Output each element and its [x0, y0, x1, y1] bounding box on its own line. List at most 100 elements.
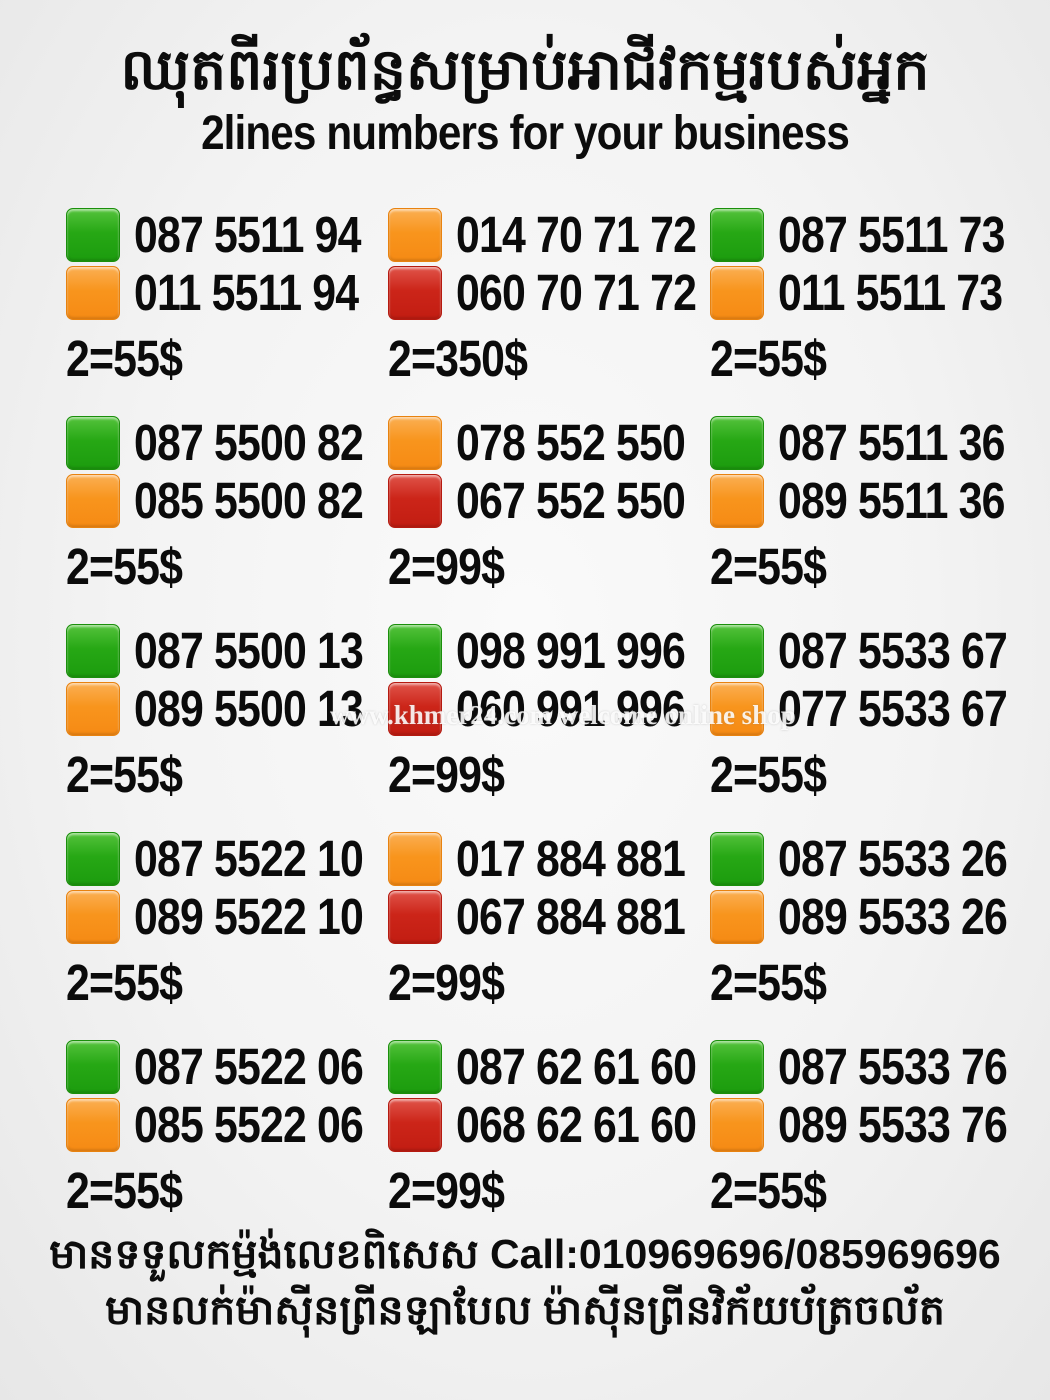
- phone-number: 085 5500 82: [134, 472, 364, 530]
- number-card: 087 5533 76 089 5533 76 2=55$: [710, 1038, 1032, 1219]
- number-card: 078 552 550 067 552 550 2=99$: [388, 414, 710, 595]
- watermark-text: www.khmer24.com welcome online shop: [330, 700, 796, 730]
- number-line: 087 5511 73: [710, 206, 1032, 264]
- phone-number: 077 5533 67: [778, 680, 1008, 738]
- phone-number: 078 552 550: [456, 414, 686, 472]
- number-line: 089 5511 36: [710, 472, 1032, 530]
- price-label: 2=55$: [710, 1161, 827, 1219]
- phone-number: 087 5511 94: [134, 206, 361, 264]
- phone-number: 089 5533 76: [778, 1096, 1008, 1154]
- number-line: 067 552 550: [388, 472, 710, 530]
- phone-number: 060 991 996: [456, 680, 686, 738]
- number-line: 087 5533 67: [710, 622, 1032, 680]
- price-label: 2=55$: [66, 1161, 183, 1219]
- phone-number: 014 70 71 72: [456, 206, 697, 264]
- phone-number: 087 5533 67: [778, 622, 1008, 680]
- phone-number: 089 5500 13: [134, 680, 364, 738]
- price-label: 2=55$: [66, 953, 183, 1011]
- footer-order-line: មានទទួលកម្ម៉ង់លេខពិសេស Call:010969696/08…: [49, 1231, 1001, 1278]
- red-sim-square-icon: [388, 265, 442, 320]
- orange-sim-square-icon: [710, 889, 764, 944]
- green-sim-square-icon: [66, 207, 120, 262]
- phone-number: 098 991 996: [456, 622, 686, 680]
- red-sim-square-icon: [388, 681, 442, 736]
- phone-number: 067 552 550: [456, 472, 686, 530]
- number-line: 087 5522 06: [66, 1039, 388, 1094]
- number-card: 087 5511 36 089 5511 36 2=55$: [710, 414, 1032, 595]
- price-label: 2=99$: [388, 953, 505, 1011]
- price-label: 2=99$: [388, 745, 505, 803]
- price-label: 2=55$: [710, 745, 827, 803]
- green-sim-square-icon: [388, 1039, 442, 1094]
- orange-sim-square-icon: [388, 207, 442, 262]
- green-sim-square-icon: [66, 623, 120, 678]
- phone-number: 087 5522 10: [134, 830, 364, 888]
- number-card: 087 5511 73 011 5511 73 2=55$: [710, 206, 1032, 387]
- number-line: 089 5500 13: [66, 680, 388, 738]
- orange-sim-square-icon: [710, 681, 764, 736]
- green-sim-square-icon: [710, 207, 764, 262]
- orange-sim-square-icon: [710, 1097, 764, 1152]
- number-line: 077 5533 67: [710, 680, 1032, 738]
- phone-number: 089 5522 10: [134, 888, 364, 946]
- green-sim-square-icon: [66, 1039, 120, 1094]
- number-line: 060 991 996: [388, 680, 710, 738]
- red-sim-square-icon: [388, 1097, 442, 1152]
- number-line: 087 5500 13: [66, 622, 388, 680]
- number-line: 087 62 61 60: [388, 1038, 710, 1096]
- orange-sim-square-icon: [66, 681, 120, 736]
- green-sim-square-icon: [388, 623, 442, 678]
- number-line: 085 5522 06: [66, 1097, 388, 1152]
- number-line: 087 5511 94: [66, 206, 388, 264]
- number-card: 087 5533 67 077 5533 67 2=55$: [710, 622, 1032, 803]
- price-label: 2=55$: [66, 745, 183, 803]
- phone-number: 011 5511 94: [134, 264, 359, 322]
- phone-number: 087 5511 73: [778, 206, 1005, 264]
- orange-sim-square-icon: [66, 265, 120, 320]
- number-line: 087 5533 26: [710, 831, 1032, 886]
- page-title-khmer: ឈុតពីរប្រព័ន្ធសម្រាប់អាជីវកម្មរបស់អ្នក: [120, 38, 930, 102]
- green-sim-square-icon: [710, 415, 764, 470]
- number-line: 011 5511 94: [66, 264, 388, 322]
- phone-number: 089 5511 36: [778, 472, 1005, 530]
- number-line: 068 62 61 60: [388, 1097, 710, 1152]
- number-line: 089 5533 26: [710, 888, 1032, 946]
- number-line: 085 5500 82: [66, 472, 388, 530]
- number-line: 087 5500 82: [66, 415, 388, 470]
- price-label: 2=99$: [388, 1161, 505, 1219]
- number-line: 060 70 71 72: [388, 265, 710, 320]
- number-line: 087 5511 36: [710, 414, 1032, 472]
- price-label: 2=99$: [388, 537, 505, 595]
- footer: មានទទួលកម្ម៉ង់លេខពិសេស Call:010969696/08…: [0, 1227, 1050, 1338]
- phone-number: 067 884 881: [456, 888, 686, 946]
- number-card: 087 5511 94 011 5511 94 2=55$: [66, 206, 388, 384]
- price-label: 2=55$: [710, 953, 827, 1011]
- number-card: 098 991 996 060 991 996 2=99$: [388, 622, 710, 803]
- number-card: 087 62 61 60 068 62 61 60 2=99$: [388, 1038, 710, 1219]
- number-card: 087 5533 26 089 5533 26 2=55$: [710, 831, 1032, 1011]
- number-line: 078 552 550: [388, 414, 710, 472]
- price-label: 2=55$: [710, 329, 827, 387]
- phone-number: 011 5511 73: [778, 264, 1003, 322]
- phone-number: 017 884 881: [456, 830, 686, 888]
- number-line: 017 884 881: [388, 830, 710, 888]
- price-label: 2=350$: [388, 329, 528, 387]
- phone-number: 087 5500 13: [134, 622, 364, 680]
- phone-number: 089 5533 26: [778, 888, 1008, 946]
- number-card: 087 5522 10 089 5522 10 2=55$: [66, 830, 388, 1011]
- number-line: 087 5522 10: [66, 830, 388, 888]
- green-sim-square-icon: [710, 831, 764, 886]
- number-line: 098 991 996: [388, 622, 710, 680]
- phone-number: 087 5533 76: [778, 1038, 1008, 1096]
- number-line: 089 5522 10: [66, 888, 388, 946]
- number-line: 067 884 881: [388, 888, 710, 946]
- orange-sim-square-icon: [66, 1097, 120, 1152]
- header: ឈុតពីរប្រព័ន្ធសម្រាប់អាជីវកម្មរបស់អ្នក 2…: [0, 0, 1050, 161]
- green-sim-square-icon: [710, 623, 764, 678]
- price-label: 2=55$: [710, 537, 827, 595]
- number-card: 087 5500 13 089 5500 13 2=55$: [66, 622, 388, 803]
- page-subtitle-english: 2lines numbers for your business: [201, 106, 850, 160]
- phone-number: 087 62 61 60: [456, 1038, 697, 1096]
- number-card: 014 70 71 72 060 70 71 72 2=350$: [388, 206, 710, 387]
- phone-number: 087 5511 36: [778, 414, 1005, 472]
